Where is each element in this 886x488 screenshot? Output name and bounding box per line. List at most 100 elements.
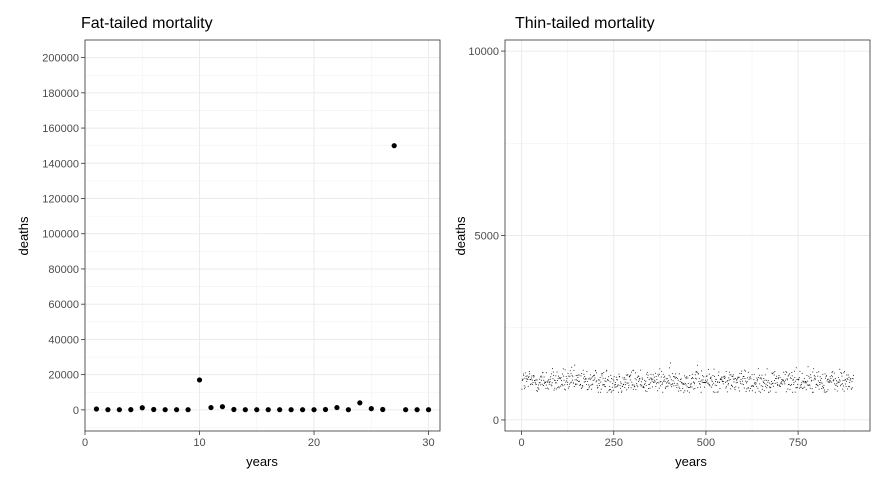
data-point	[757, 368, 759, 370]
data-point	[709, 385, 711, 387]
data-point	[525, 375, 527, 377]
data-point	[570, 373, 572, 375]
data-point	[701, 370, 703, 372]
data-point	[827, 381, 829, 383]
data-point	[696, 371, 698, 373]
data-point	[541, 383, 543, 385]
data-point	[726, 391, 728, 393]
data-point	[766, 387, 768, 389]
data-point	[684, 375, 686, 377]
data-point	[642, 378, 644, 380]
data-point	[629, 379, 631, 381]
data-point	[551, 382, 553, 384]
data-point	[567, 381, 569, 383]
data-point	[808, 375, 810, 377]
data-point	[806, 374, 808, 376]
data-point	[536, 390, 538, 392]
data-point	[748, 378, 750, 380]
data-point	[776, 375, 778, 377]
data-point	[852, 378, 854, 380]
data-point	[596, 385, 598, 387]
data-point	[639, 384, 641, 386]
data-point	[641, 377, 643, 379]
data-point	[603, 372, 605, 374]
data-point	[632, 384, 634, 386]
data-point	[826, 391, 828, 393]
data-point	[591, 376, 593, 378]
data-point	[811, 388, 813, 390]
data-point	[538, 384, 540, 386]
data-point	[844, 379, 846, 381]
data-point	[529, 373, 531, 375]
data-point	[817, 380, 819, 382]
data-point	[529, 379, 531, 381]
data-point	[782, 380, 784, 382]
data-point	[174, 407, 180, 413]
data-point	[851, 380, 853, 382]
data-point	[764, 379, 766, 381]
data-point	[690, 382, 692, 384]
data-point	[678, 386, 680, 388]
data-point	[652, 374, 654, 376]
data-point	[846, 374, 848, 376]
data-point	[677, 384, 679, 386]
data-point	[608, 376, 610, 378]
data-point	[767, 381, 769, 383]
data-point	[622, 385, 624, 387]
data-point	[832, 370, 834, 372]
data-point	[840, 385, 842, 387]
data-point	[628, 387, 630, 389]
data-point	[571, 366, 573, 368]
data-point	[636, 376, 638, 378]
data-point	[729, 374, 731, 376]
y-tick-label: 80000	[48, 264, 79, 276]
data-point	[808, 384, 810, 386]
data-point	[663, 379, 665, 381]
data-point	[839, 368, 841, 370]
data-point	[660, 385, 662, 387]
data-point	[769, 390, 771, 392]
data-point	[542, 371, 544, 373]
data-point	[536, 379, 538, 381]
data-point	[702, 379, 704, 381]
data-point	[580, 375, 582, 377]
data-point	[712, 384, 714, 386]
data-point	[799, 384, 801, 386]
data-point	[611, 386, 613, 388]
data-point	[647, 387, 649, 389]
data-point	[679, 381, 681, 383]
data-point	[584, 379, 586, 381]
data-point	[633, 384, 635, 386]
data-point	[617, 384, 619, 386]
data-point	[563, 379, 565, 381]
data-point	[743, 375, 745, 377]
data-point	[576, 374, 578, 376]
data-point	[567, 387, 569, 389]
data-point	[756, 377, 758, 379]
data-point	[838, 381, 840, 383]
data-point	[648, 379, 650, 381]
data-point	[644, 379, 646, 381]
data-point	[817, 385, 819, 387]
data-point	[595, 372, 597, 374]
data-point	[687, 390, 688, 392]
data-point	[669, 376, 671, 378]
data-point	[573, 369, 575, 371]
data-point	[524, 388, 526, 390]
data-point	[569, 370, 571, 372]
data-point	[592, 379, 594, 381]
data-point	[723, 378, 725, 380]
data-point	[712, 375, 714, 377]
data-point	[550, 384, 552, 386]
data-point	[633, 369, 635, 371]
data-point	[564, 389, 566, 391]
data-point	[599, 376, 601, 378]
data-point	[683, 383, 685, 385]
data-point	[835, 384, 837, 386]
data-point	[643, 385, 645, 387]
data-point	[542, 385, 544, 387]
data-point	[546, 387, 548, 389]
data-point	[391, 143, 397, 149]
data-point	[848, 386, 850, 388]
data-point	[575, 384, 577, 386]
